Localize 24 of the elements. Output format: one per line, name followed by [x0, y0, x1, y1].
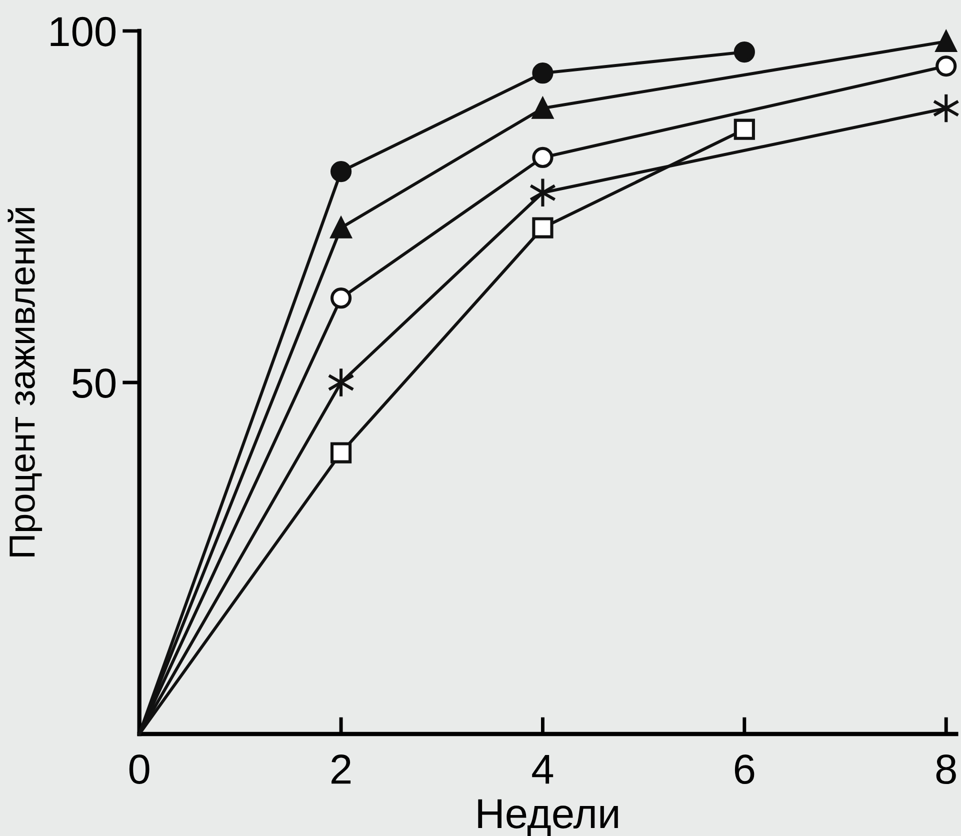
- point: [532, 217, 554, 238]
- point: [532, 98, 554, 119]
- point: [529, 177, 556, 208]
- x-tick-label: 8: [936, 754, 956, 784]
- point: [330, 217, 352, 238]
- x-tick-label: 2: [332, 754, 351, 784]
- y-tick-label: 50: [72, 368, 116, 398]
- point: [936, 30, 957, 52]
- point: [734, 118, 755, 140]
- point: [734, 41, 755, 63]
- x-tick-label: 0: [129, 754, 150, 784]
- point: [532, 62, 554, 84]
- point: [330, 160, 352, 182]
- x-axis-title: Недели: [478, 799, 618, 836]
- point: [330, 288, 352, 309]
- x-tick-label: 6: [734, 754, 754, 784]
- y-axis-title: Процент заживлений: [8, 208, 42, 556]
- point: [932, 92, 960, 124]
- point: [327, 367, 355, 398]
- y-tick-label: 100: [50, 16, 116, 46]
- point: [936, 56, 957, 77]
- point: [532, 146, 554, 168]
- point: [330, 442, 352, 464]
- x-tick-label: 4: [532, 754, 554, 784]
